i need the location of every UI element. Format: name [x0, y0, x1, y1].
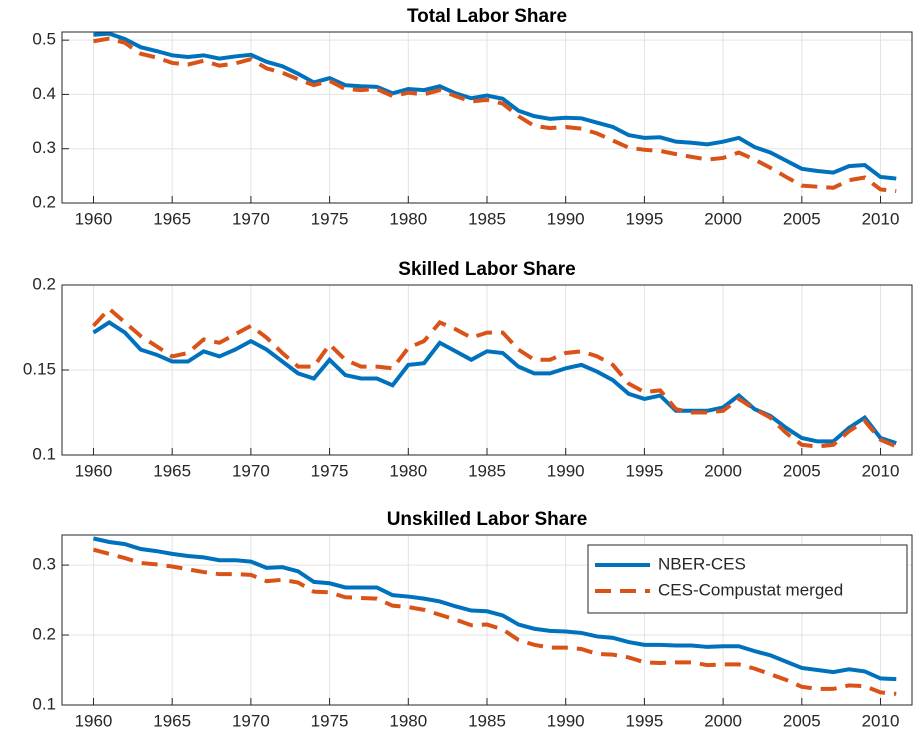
x-tick-label: 1970	[232, 461, 270, 480]
x-tick-label: 2005	[783, 711, 821, 730]
x-tick-label: 2000	[704, 461, 742, 480]
x-tick-label: 1965	[153, 209, 191, 228]
x-tick-label: 1990	[547, 209, 585, 228]
y-tick-label: 0.15	[23, 359, 56, 378]
x-tick-label: 1995	[625, 461, 663, 480]
x-tick-label: 1990	[547, 461, 585, 480]
x-tick-label: 2010	[862, 711, 900, 730]
y-tick-label: 0.2	[32, 192, 56, 211]
y-tick-label: 0.5	[32, 30, 56, 49]
x-tick-label: 1975	[311, 711, 349, 730]
y-tick-label: 0.3	[32, 555, 56, 574]
series-line	[93, 31, 897, 181]
x-tick-label: 2000	[704, 209, 742, 228]
x-tick-label: 2010	[862, 209, 900, 228]
series-line	[92, 547, 897, 696]
series-line	[92, 306, 898, 449]
x-tick-label: 1980	[389, 461, 427, 480]
x-tick-label: 1985	[468, 711, 506, 730]
y-tick-label: 0.2	[32, 625, 56, 644]
x-tick-label: 1995	[625, 711, 663, 730]
y-tick-label: 0.1	[32, 694, 56, 713]
chart-title: Unskilled Labor Share	[387, 509, 588, 530]
x-tick-label: 1975	[311, 209, 349, 228]
legend-box	[587, 544, 908, 614]
series-line	[92, 320, 897, 446]
plot-frame	[61, 534, 913, 706]
series-line	[93, 536, 897, 682]
legend-label: NBER-CES	[658, 554, 746, 573]
x-tick-label: 2005	[783, 209, 821, 228]
x-tick-label: 1975	[311, 461, 349, 480]
x-tick-label: 2005	[783, 461, 821, 480]
x-tick-label: 1960	[75, 461, 113, 480]
chart-title: Skilled Labor Share	[398, 259, 575, 280]
x-tick-label: 1990	[547, 711, 585, 730]
y-tick-label: 0.1	[32, 444, 56, 463]
x-tick-label: 1960	[75, 209, 113, 228]
y-tick-label: 0.3	[32, 138, 56, 157]
x-tick-label: 1965	[153, 461, 191, 480]
chart-title: Total Labor Share	[407, 6, 567, 27]
x-tick-label: 2000	[704, 711, 742, 730]
x-tick-label: 1985	[468, 461, 506, 480]
x-tick-label: 1970	[232, 209, 270, 228]
x-tick-label: 1965	[153, 711, 191, 730]
legend-label: CES-Compustat merged	[658, 580, 843, 599]
y-tick-label: 0.2	[32, 274, 56, 293]
x-tick-label: 1980	[389, 711, 427, 730]
plot-frame	[61, 31, 913, 204]
x-tick-label: 1980	[389, 209, 427, 228]
x-tick-label: 1960	[75, 711, 113, 730]
plot-frame	[61, 284, 913, 456]
x-tick-label: 1970	[232, 711, 270, 730]
x-tick-label: 1985	[468, 209, 506, 228]
x-tick-label: 1995	[625, 209, 663, 228]
y-tick-label: 0.4	[32, 84, 56, 103]
series-line	[93, 36, 897, 194]
x-tick-label: 2010	[862, 461, 900, 480]
